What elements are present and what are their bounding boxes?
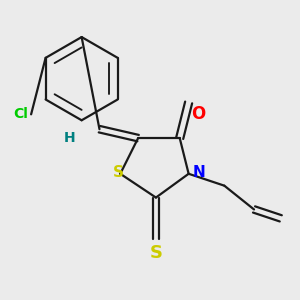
Text: Cl: Cl xyxy=(13,107,28,121)
Text: H: H xyxy=(64,131,76,145)
Text: O: O xyxy=(192,105,206,123)
Text: S: S xyxy=(113,165,124,180)
Text: S: S xyxy=(149,244,162,262)
Text: N: N xyxy=(192,165,205,180)
